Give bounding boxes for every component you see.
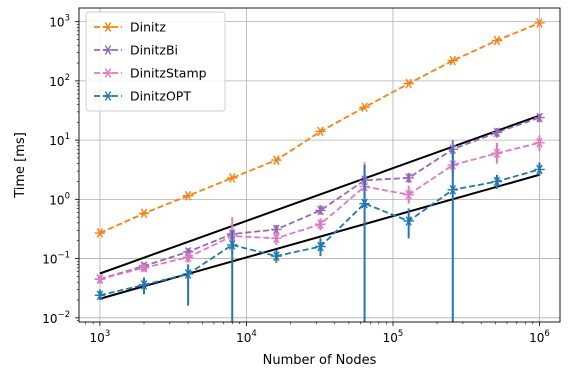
plot-frame [78, 7, 561, 323]
x-tick-label: 105 [383, 329, 404, 345]
x-tick-label: 103 [90, 329, 111, 345]
data-point [271, 224, 282, 235]
series-line [99, 168, 540, 297]
series-layer [94, 18, 545, 322]
data-point [94, 290, 106, 301]
y-tick-label: 101 [49, 132, 70, 148]
legend-box [85, 11, 226, 112]
data-point [359, 198, 370, 209]
data-point [94, 274, 106, 284]
x-axis-label: Number of Nodes [263, 353, 377, 368]
data-point [359, 102, 370, 113]
data-point [403, 189, 414, 200]
legend-item-dinitzstamp: DinitzStamp [94, 66, 207, 81]
data-point [94, 228, 106, 238]
data-point [182, 252, 194, 263]
data-point [315, 126, 326, 137]
x-tick-label: 104 [236, 329, 257, 345]
legend-label: DinitzBi [130, 43, 178, 58]
x-tick-label: 106 [529, 329, 550, 345]
data-point [315, 205, 326, 216]
data-point [403, 78, 414, 89]
grid-lines [79, 8, 560, 322]
legend: Dinitz DinitzBi DinitzStamp DinitzOPT [85, 11, 226, 112]
y-tick-label: 102 [49, 73, 70, 89]
data-point [534, 137, 545, 148]
data-point [138, 262, 150, 273]
data-point [138, 208, 150, 219]
data-point [271, 155, 282, 165]
legend-marker [102, 91, 114, 101]
data-point [534, 164, 545, 175]
data-point [403, 173, 414, 183]
x-axis-ticks: 103 104 105 106 [90, 322, 550, 345]
y-axis-ticks: 10−2 10−1 100 101 102 103 [42, 14, 79, 326]
y-tick-label: 100 [49, 191, 70, 207]
legend-label: DinitzStamp [130, 66, 207, 81]
data-point [491, 148, 503, 159]
data-point [315, 219, 326, 230]
legend-item-dinitzopt: DinitzOPT [94, 89, 191, 104]
data-point [447, 184, 458, 195]
y-tick-label: 10−2 [42, 310, 70, 326]
reference-line [99, 114, 540, 275]
data-point [534, 18, 545, 28]
data-point [491, 35, 503, 46]
data-point [315, 241, 326, 252]
data-point [182, 190, 194, 201]
legend-marker [102, 22, 114, 32]
series-dinitz [94, 18, 545, 238]
legend-item-dinitz: Dinitz [94, 20, 166, 35]
data-point [138, 280, 150, 290]
data-point [534, 112, 545, 123]
data-point [491, 127, 503, 138]
data-point [403, 216, 414, 226]
data-point [271, 233, 282, 244]
y-tick-label: 10−1 [42, 251, 70, 267]
data-point [447, 55, 458, 66]
legend-label: Dinitz [130, 20, 166, 35]
legend-item-dinitzbi: DinitzBi [94, 43, 178, 58]
data-point [182, 269, 194, 279]
y-axis-label: Time [ms] [13, 132, 28, 199]
series-dinitzopt [94, 147, 545, 322]
legend-marker [102, 45, 114, 55]
legend-marker [102, 68, 114, 78]
data-point [271, 251, 282, 261]
data-point [227, 173, 238, 183]
data-point [491, 176, 503, 187]
legend-label: DinitzOPT [130, 89, 191, 104]
y-tick-label: 103 [49, 14, 70, 30]
series-line [99, 116, 540, 280]
data-point [227, 240, 238, 250]
